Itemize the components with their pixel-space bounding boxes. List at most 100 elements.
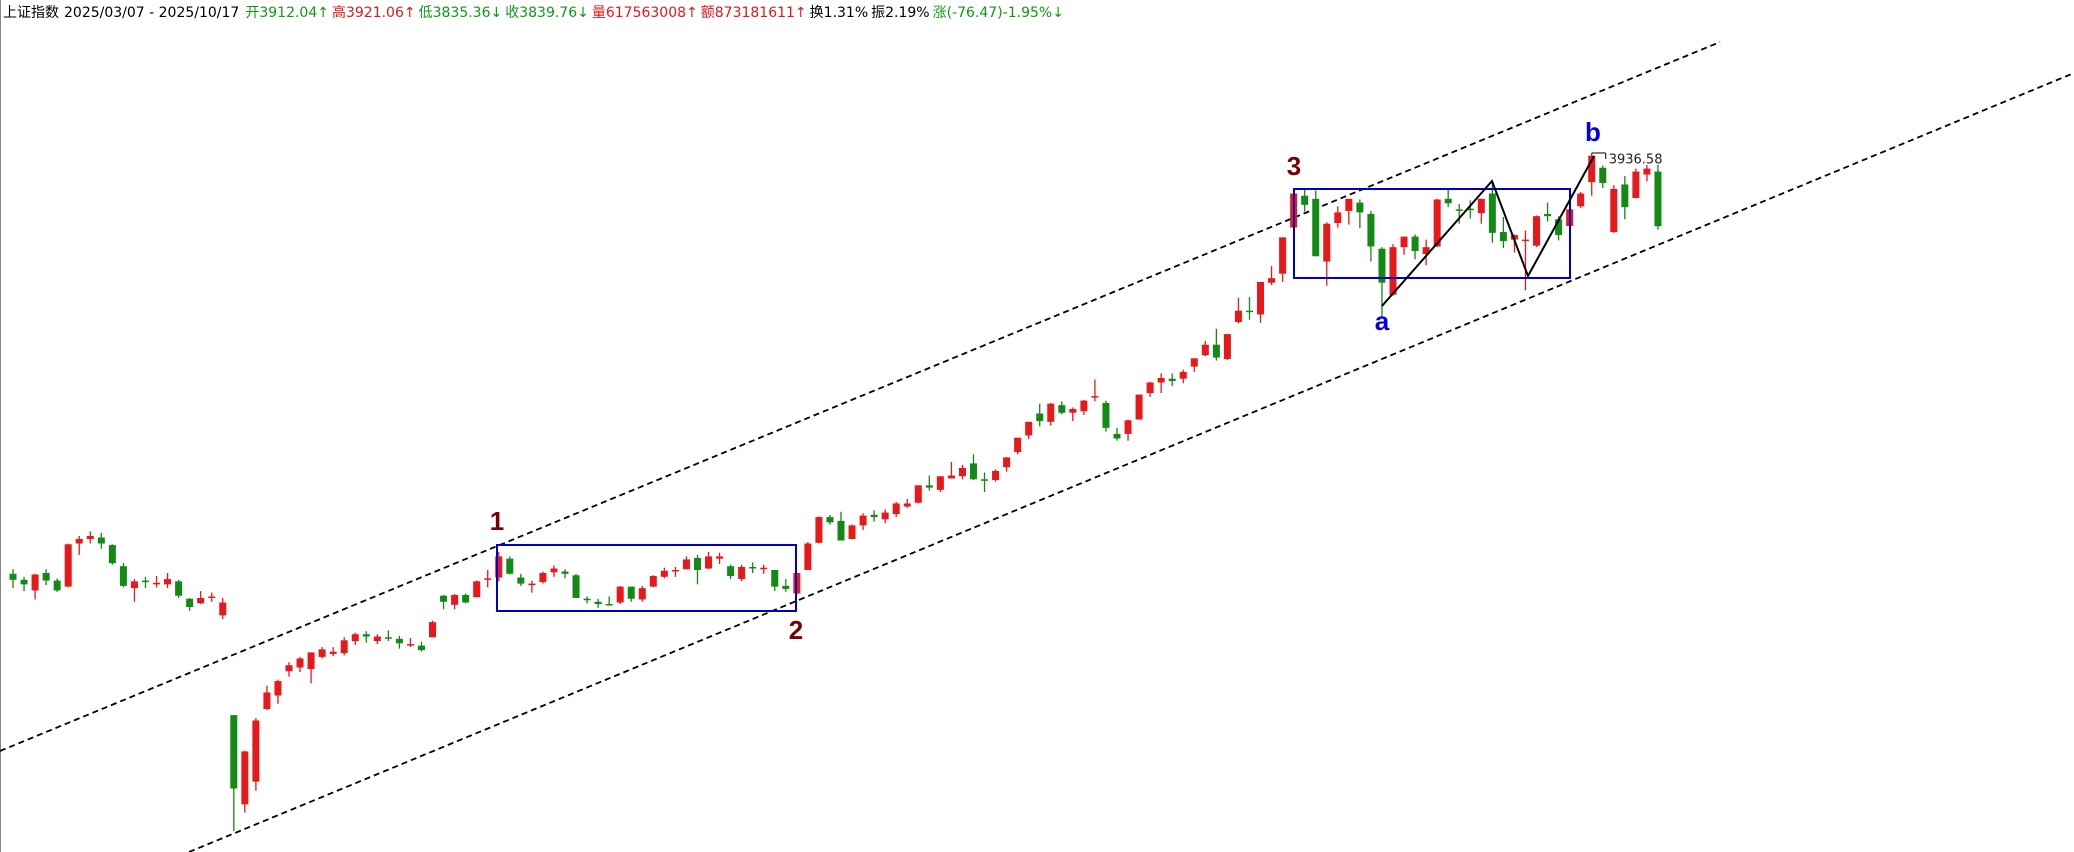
candle-body — [1389, 247, 1397, 295]
quote-item: 涨(-76.47)-1.95%↓ — [933, 5, 1064, 21]
candle-body — [947, 475, 955, 479]
candle-body — [53, 580, 61, 591]
candle-body — [406, 644, 414, 646]
candle-body — [1157, 377, 1165, 383]
candle-body — [1367, 213, 1375, 247]
quote-item: 换1.31% — [810, 4, 868, 21]
candle-body — [473, 581, 481, 598]
candle-body — [274, 681, 282, 696]
candle-body — [1113, 433, 1121, 439]
candle-body — [936, 476, 944, 490]
candle-body — [484, 578, 492, 580]
candle-body — [1102, 402, 1110, 428]
candle-body — [230, 715, 238, 789]
candle-body — [495, 556, 503, 578]
candles: 3936.58 — [9, 152, 1662, 831]
candle-body — [1036, 413, 1044, 422]
candle-body — [362, 634, 370, 637]
candle-body — [1654, 171, 1662, 227]
candle-body — [1345, 198, 1353, 211]
candle-body — [528, 583, 536, 586]
candle-body — [440, 595, 448, 602]
quote-item: 高3921.06↑ — [332, 4, 416, 21]
candle-body — [1179, 371, 1187, 379]
candle-body — [296, 658, 304, 668]
candle-body — [1301, 195, 1309, 205]
candle-body — [1433, 199, 1441, 247]
candle-body — [550, 568, 558, 573]
candle-body — [517, 577, 525, 584]
candle-body — [859, 515, 867, 526]
candle-body — [417, 645, 425, 651]
candle-body — [329, 651, 337, 654]
candle-body — [1124, 420, 1132, 434]
candle-body — [815, 517, 823, 543]
candle-body — [1577, 193, 1585, 207]
candle-body — [20, 579, 28, 585]
candle-body — [892, 503, 900, 515]
candle-body — [1599, 167, 1607, 183]
candle-body — [1190, 358, 1198, 367]
channel-lower — [188, 72, 2074, 852]
candle-body — [9, 573, 17, 580]
candle-body — [760, 567, 768, 570]
candle-body — [451, 594, 459, 605]
candle-body — [1201, 344, 1209, 356]
candle-body — [804, 543, 812, 570]
candle-body — [539, 573, 547, 583]
candle-body — [1510, 235, 1518, 240]
candle-body — [1466, 208, 1474, 211]
quote-item: 低3835.36↓ — [419, 5, 503, 21]
wave-label: a — [1375, 306, 1390, 336]
candle-body — [881, 512, 889, 520]
candle-body — [97, 537, 105, 544]
candle-body — [826, 517, 834, 523]
candle-body — [1444, 198, 1452, 204]
candle-body — [263, 692, 271, 710]
candle-body — [627, 586, 635, 599]
candle-body — [870, 514, 878, 518]
candle-body — [1047, 403, 1055, 422]
candle-body — [561, 571, 569, 574]
candle-body — [31, 574, 39, 591]
candle-body — [1334, 212, 1342, 223]
candle-body — [958, 467, 966, 477]
candle-body — [1058, 405, 1066, 413]
quote-item: 额873181611↑ — [701, 5, 807, 21]
candle-body — [1135, 394, 1143, 420]
candle-body — [307, 652, 315, 670]
wave-label: 3 — [1287, 151, 1301, 181]
candle-body — [75, 538, 83, 544]
candle-body — [705, 556, 713, 569]
candle-body — [583, 598, 591, 601]
channel-upper — [0, 41, 1721, 752]
quote-item: 量617563008↑ — [592, 5, 698, 21]
candle-body — [693, 557, 701, 570]
candle-body — [1610, 188, 1618, 233]
candle-body — [462, 594, 470, 603]
candle-body — [64, 544, 72, 587]
candle-body — [1477, 198, 1485, 214]
candle-body — [638, 588, 646, 600]
candle-body — [351, 634, 359, 642]
quote-item: 振2.19% — [871, 5, 929, 21]
candle-body — [727, 566, 735, 577]
candle-body — [1533, 216, 1541, 246]
candle-body — [738, 566, 746, 580]
candle-body — [1632, 171, 1640, 199]
candle-body — [1378, 248, 1386, 283]
candle-body — [1069, 408, 1077, 413]
candle-body — [925, 485, 933, 488]
candle-body — [1544, 213, 1552, 217]
candle-body — [1400, 236, 1408, 248]
candle-body — [1555, 219, 1563, 236]
candle-body — [1411, 236, 1419, 251]
candle-body — [219, 602, 227, 616]
candle-body — [506, 558, 514, 574]
candle-body — [782, 585, 790, 589]
candle-body — [384, 637, 392, 639]
candle-body — [1212, 344, 1220, 358]
candle-body — [649, 576, 657, 587]
candle-body — [848, 525, 856, 539]
